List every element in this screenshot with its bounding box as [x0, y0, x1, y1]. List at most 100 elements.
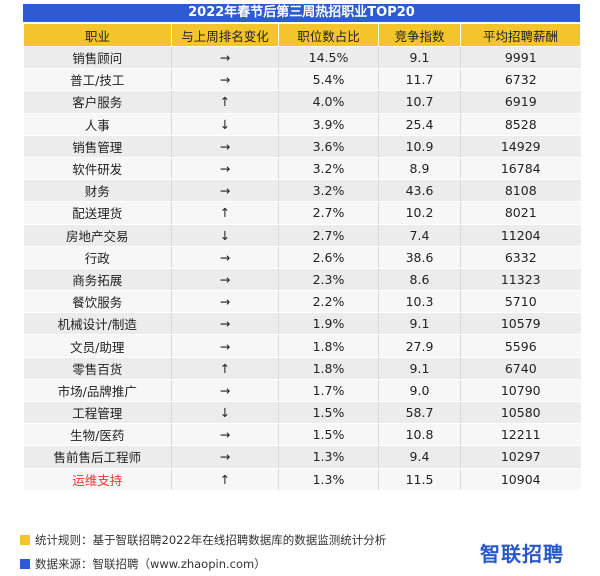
salary-cell: 6732: [460, 68, 581, 92]
salary-cell: 6740: [460, 357, 581, 380]
share-cell: 1.3%: [278, 445, 379, 469]
change-cell: ↑: [171, 90, 279, 114]
change-cell: →: [171, 379, 279, 403]
job-cell: 配送理货: [23, 201, 172, 225]
share-cell: 3.2%: [278, 179, 379, 203]
job-cell: 普工/技工: [23, 68, 172, 92]
change-cell: →: [171, 246, 279, 269]
job-cell: 零售百货: [23, 357, 172, 380]
change-cell: →: [171, 46, 279, 70]
change-cell: →: [171, 68, 279, 92]
job-cell: 房地产交易: [23, 224, 172, 247]
table-row: 配送理货 ↑ 2.7% 10.2 8021: [23, 201, 581, 225]
share-cell: 1.8%: [278, 334, 379, 358]
share-cell: 14.5%: [278, 46, 379, 70]
job-cell: 行政: [23, 246, 172, 269]
table-row: 软件研发 → 3.2% 8.9 16784: [23, 157, 581, 181]
footer-rule-text: 统计规则：基于智联招聘2022年在线招聘数据库的数据监测统计分析: [35, 533, 387, 547]
table-title: 2022年春节后第三周热招职业TOP20: [23, 4, 580, 22]
salary-cell: 10297: [460, 445, 581, 469]
salary-cell: 5710: [460, 290, 581, 314]
zhaopin-logo: 智联招聘: [480, 542, 564, 566]
change-cell: ↑: [171, 357, 279, 380]
change-cell: →: [171, 135, 279, 158]
table-row: 机械设计/制造 → 1.9% 9.1 10579: [23, 312, 581, 336]
job-cell: 销售顾问: [23, 46, 172, 70]
job-cell: 市场/品牌推广: [23, 379, 172, 403]
job-cell: 生物/医药: [23, 423, 172, 447]
change-cell: →: [171, 157, 279, 181]
table-row: 销售顾问 → 14.5% 9.1 9991: [23, 46, 581, 70]
table-row: 行政 → 2.6% 38.6 6332: [23, 246, 581, 269]
share-cell: 1.8%: [278, 357, 379, 380]
competition-cell: 9.4: [378, 445, 461, 469]
share-cell: 1.7%: [278, 379, 379, 403]
footer-source-text: 数据来源：智联招聘（www.zhaopin.com）: [35, 557, 266, 571]
change-cell: →: [171, 290, 279, 314]
competition-cell: 10.3: [378, 290, 461, 314]
change-cell: ↑: [171, 201, 279, 225]
share-cell: 2.2%: [278, 290, 379, 314]
column-header-salary: 平均招聘薪酬: [460, 23, 581, 47]
share-cell: 2.7%: [278, 201, 379, 225]
competition-cell: 10.7: [378, 90, 461, 114]
job-cell: 客户服务: [23, 90, 172, 114]
ranking-table: 职业 与上周排名变化 职位数占比 竞争指数 平均招聘薪酬 销售顾问 → 14.5% 9…: [23, 23, 581, 491]
competition-cell: 43.6: [378, 179, 461, 203]
salary-cell: 10580: [460, 401, 581, 425]
job-cell: 商务拓展: [23, 268, 172, 292]
column-header-job: 职业: [23, 23, 172, 47]
competition-cell: 10.2: [378, 201, 461, 225]
salary-cell: 9991: [460, 46, 581, 70]
table-row: 人事 ↓ 3.9% 25.4 8528: [23, 113, 581, 136]
change-cell: →: [171, 445, 279, 469]
job-cell: 工程管理: [23, 401, 172, 425]
table-row: 销售管理 → 3.6% 10.9 14929: [23, 135, 581, 158]
competition-cell: 8.9: [378, 157, 461, 181]
change-cell: →: [171, 312, 279, 336]
footer-source: 数据来源：智联招聘（www.zhaopin.com）: [20, 556, 266, 572]
job-cell: 售前售后工程师: [23, 445, 172, 469]
share-cell: 3.6%: [278, 135, 379, 158]
competition-cell: 10.9: [378, 135, 461, 158]
footer-rule: 统计规则：基于智联招聘2022年在线招聘数据库的数据监测统计分析: [20, 532, 386, 548]
table-row: 文员/助理 → 1.8% 27.9 5596: [23, 334, 581, 358]
column-header-share: 职位数占比: [278, 23, 379, 47]
salary-cell: 5596: [460, 334, 581, 358]
column-header-change: 与上周排名变化: [171, 23, 279, 47]
salary-cell: 6919: [460, 90, 581, 114]
share-cell: 5.4%: [278, 68, 379, 92]
share-cell: 3.2%: [278, 157, 379, 181]
change-cell: →: [171, 423, 279, 447]
job-cell: 运维支持: [23, 468, 172, 491]
change-cell: →: [171, 334, 279, 358]
column-header-competition: 竞争指数: [378, 23, 461, 47]
table-row: 零售百货 ↑ 1.8% 9.1 6740: [23, 357, 581, 380]
job-cell: 销售管理: [23, 135, 172, 158]
job-cell: 人事: [23, 113, 172, 136]
salary-cell: 11323: [460, 268, 581, 292]
job-cell: 软件研发: [23, 157, 172, 181]
share-cell: 2.3%: [278, 268, 379, 292]
change-cell: ↓: [171, 224, 279, 247]
table-row: 售前售后工程师 → 1.3% 9.4 10297: [23, 445, 581, 469]
share-cell: 1.5%: [278, 423, 379, 447]
salary-cell: 10579: [460, 312, 581, 336]
table-row: 财务 → 3.2% 43.6 8108: [23, 179, 581, 203]
salary-cell: 10790: [460, 379, 581, 403]
share-cell: 2.7%: [278, 224, 379, 247]
competition-cell: 11.7: [378, 68, 461, 92]
change-cell: ↓: [171, 401, 279, 425]
table-body: 销售顾问 → 14.5% 9.1 9991 普工/技工 → 5.4% 11.7 6732 客户服务 ↑…: [23, 46, 581, 491]
competition-cell: 9.0: [378, 379, 461, 403]
share-cell: 2.6%: [278, 246, 379, 269]
competition-cell: 25.4: [378, 113, 461, 136]
yellow-square-icon: [20, 535, 30, 545]
change-cell: →: [171, 179, 279, 203]
competition-cell: 9.1: [378, 357, 461, 380]
competition-cell: 11.5: [378, 468, 461, 491]
table-header-row: 职业 与上周排名变化 职位数占比 竞争指数 平均招聘薪酬: [23, 23, 581, 47]
competition-cell: 7.4: [378, 224, 461, 247]
competition-cell: 8.6: [378, 268, 461, 292]
salary-cell: 14929: [460, 135, 581, 158]
